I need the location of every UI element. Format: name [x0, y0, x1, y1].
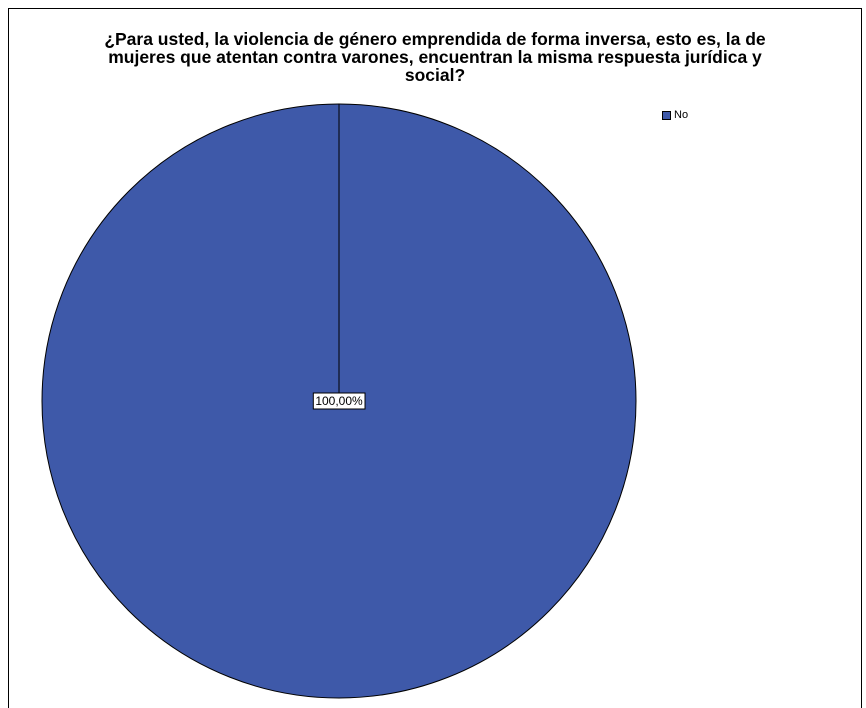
chart-title: ¿Para usted, la violencia de género empr… — [104, 29, 766, 85]
pie-data-label-box — [312, 392, 366, 410]
pie-data-label: 100,00% — [315, 394, 363, 408]
chart-legend: No — [662, 109, 688, 121]
pie-data-labels: 100,00% — [312, 392, 366, 410]
legend-swatch-no — [662, 110, 671, 120]
legend-label-no: No — [674, 109, 689, 121]
